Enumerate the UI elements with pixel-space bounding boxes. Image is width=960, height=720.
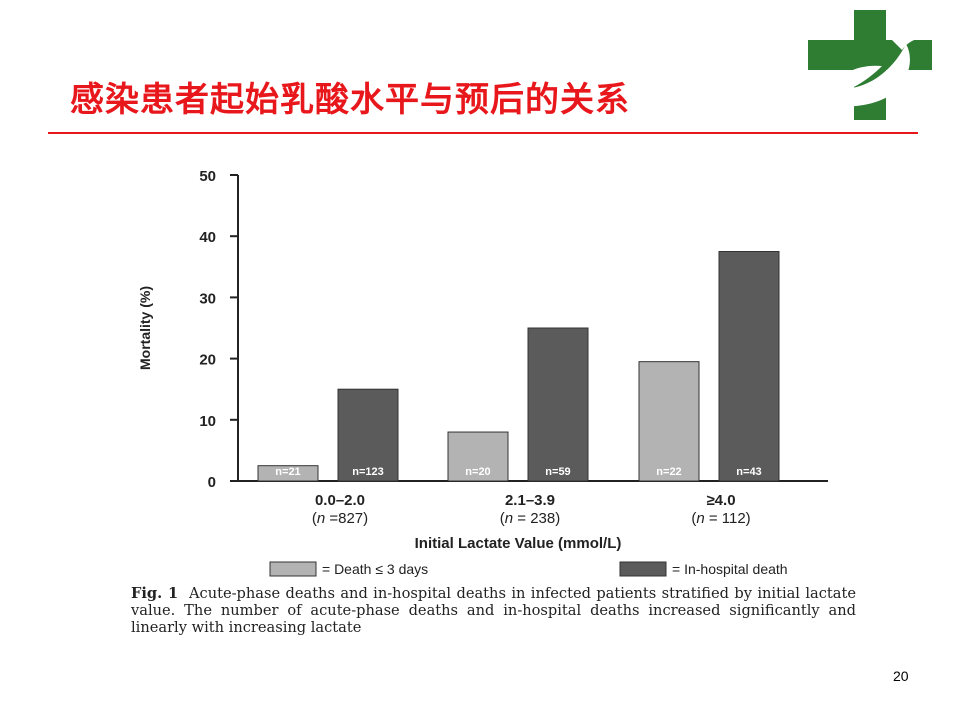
bar — [527, 327, 589, 482]
x-axis-label: Initial Lactate Value (mmol/L) — [415, 535, 622, 552]
title-divider — [48, 132, 918, 134]
y-tick-label: 40 — [199, 229, 216, 246]
bar — [257, 465, 319, 482]
lactate-mortality-chart: 0 10 20 30 40 50 Mortality (%) n=21 n=123 0.0–2.0… — [137, 168, 828, 577]
legend-label: = Death ≤ 3 days — [322, 561, 428, 577]
legend-swatch — [619, 561, 667, 577]
bar — [337, 388, 399, 482]
x-tick-label: 0.0–2.0 — [315, 492, 365, 509]
x-tick-sample-size: (n =827) — [312, 510, 368, 527]
y-tick-label: 50 — [199, 168, 216, 185]
page-number: 20 — [893, 668, 909, 684]
slide-title: 感染患者起始乳酸水平与预后的关系 — [70, 80, 630, 120]
x-tick-label: 2.1–3.9 — [505, 492, 555, 509]
x-tick-label: ≥4.0 — [706, 492, 735, 509]
bar-count-label: n=123 — [352, 466, 384, 478]
legend-label: = In-hospital death — [672, 561, 788, 577]
legend-swatch — [269, 561, 317, 577]
caption-label: Fig. 1 — [131, 585, 179, 602]
bar-count-label: n=21 — [275, 466, 300, 478]
figure-caption: Fig. 1 Acute-phase deaths and in-hospita… — [131, 585, 856, 636]
bar-count-label: n=20 — [465, 466, 490, 478]
y-tick-label: 0 — [208, 474, 216, 491]
bar-count-label: n=22 — [656, 466, 681, 478]
x-tick-sample-size: (n = 238) — [500, 510, 560, 527]
x-tick-sample-size: (n = 112) — [691, 510, 750, 527]
y-tick-label: 10 — [199, 413, 216, 430]
bar-count-label: n=43 — [736, 466, 761, 478]
y-tick-label: 20 — [199, 352, 216, 369]
y-tick-label: 30 — [199, 290, 216, 307]
bar — [718, 251, 780, 482]
hospital-logo-icon — [808, 10, 932, 120]
bar — [447, 431, 509, 482]
bar-count-label: n=59 — [545, 466, 570, 478]
caption-text: Acute-phase deaths and in-hospital death… — [131, 585, 856, 636]
bar — [638, 361, 700, 482]
y-axis-label: Mortality (%) — [137, 286, 153, 370]
